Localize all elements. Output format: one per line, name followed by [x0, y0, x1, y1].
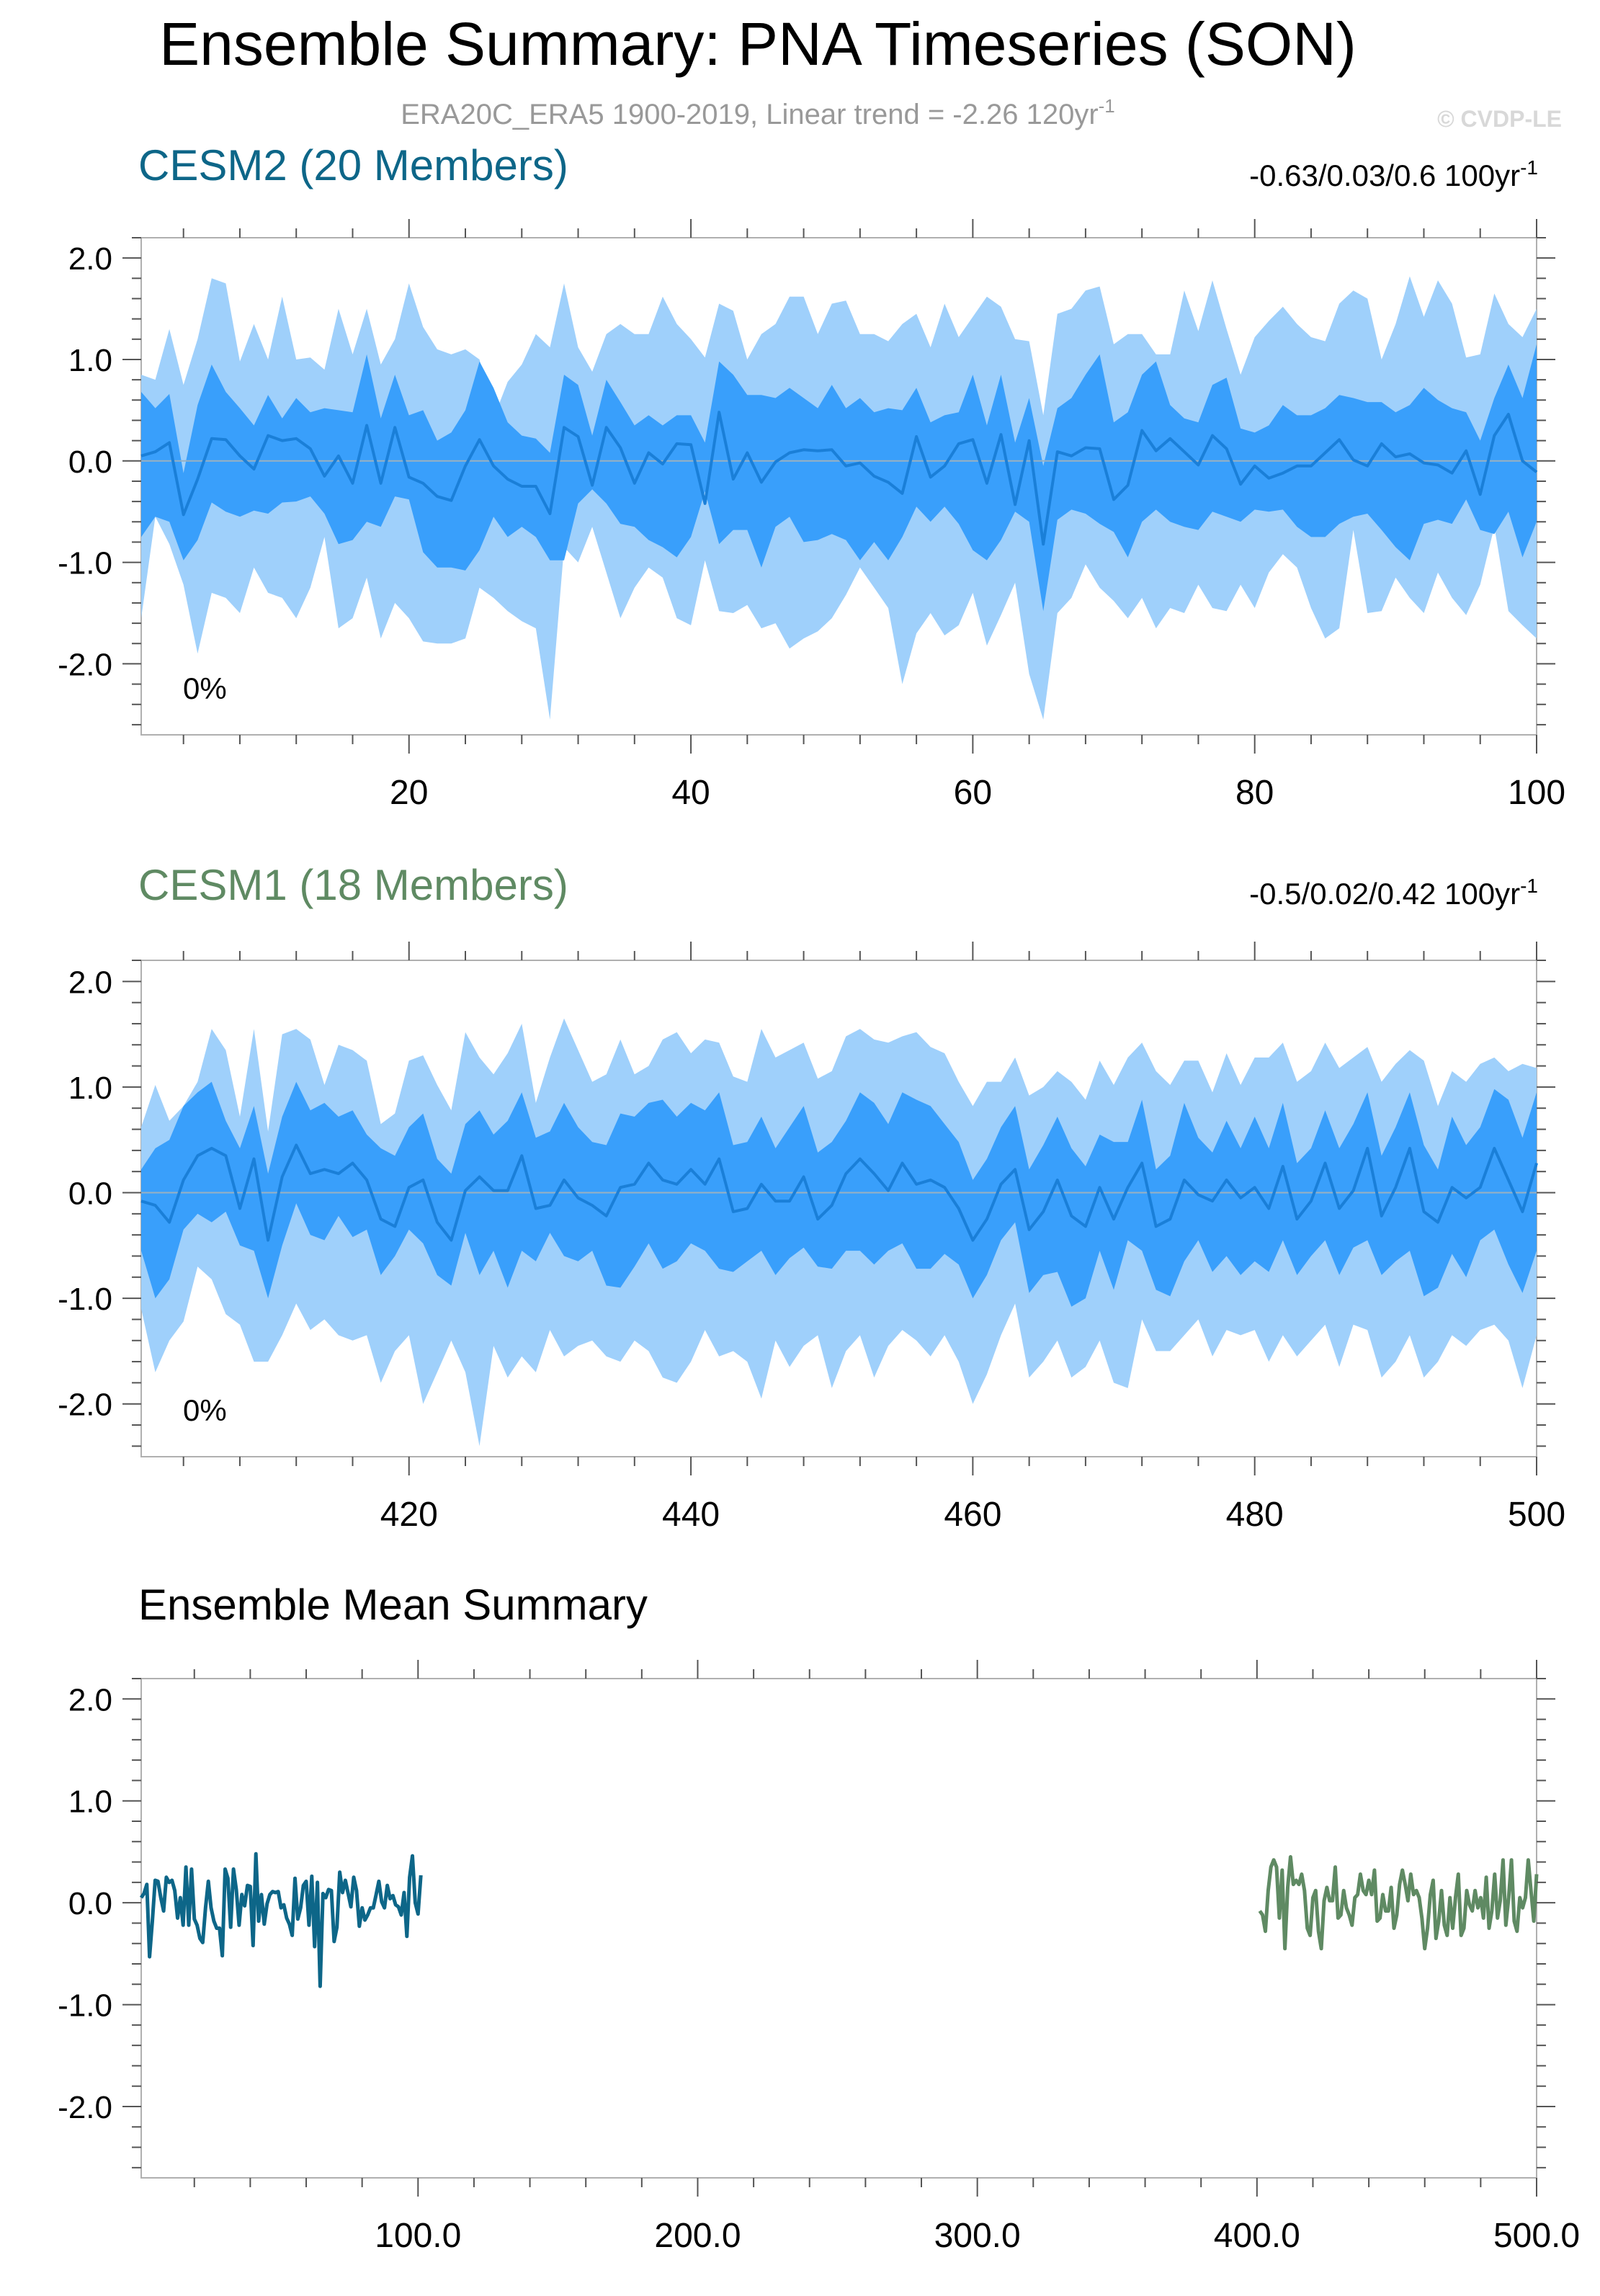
x-tick-label: 200.0	[654, 2217, 741, 2255]
panel-title-ensemble-mean: Ensemble Mean Summary	[138, 1581, 648, 1629]
range-band-inner	[141, 1081, 1537, 1307]
y-tick-label: 2.0	[68, 965, 112, 1000]
plot-area-cesm2: 0% 2.0 1.0 0.0 -1.0 -2.0 20 40 60 80 100	[58, 219, 1565, 812]
x-tick-label: 80	[1235, 774, 1274, 812]
y-tick-label: 0.0	[68, 445, 112, 480]
ensemble-mean-line	[140, 1143, 1538, 1242]
x-tick-label: 100.0	[375, 2217, 461, 2255]
series-line-cesm2	[139, 1851, 423, 1988]
x-tick-label: 480	[1226, 1496, 1284, 1534]
plot-area-ensemble-mean: 2.0 1.0 0.0 -1.0 -2.0 100.0 200.0 300.0 400.0 500…	[58, 1660, 1580, 2255]
y-tick-label: 0.0	[68, 1176, 112, 1212]
x-tick-label: 20	[390, 774, 428, 812]
x-tick-label: 420	[380, 1496, 438, 1534]
y-tick-label: 1.0	[68, 1071, 112, 1106]
x-tick-label: 60	[954, 774, 992, 812]
x-tick-label: 460	[944, 1496, 1001, 1534]
watermark: © CVDP-LE	[1437, 106, 1562, 132]
x-tick-label: 300.0	[934, 2217, 1021, 2255]
x-tick-label: 400.0	[1214, 2217, 1300, 2255]
y-tick-label: -2.0	[58, 2090, 112, 2125]
plot-area-cesm1: 0% 2.0 1.0 0.0 -1.0 -2.0 420 440 460 480 500	[58, 942, 1565, 1534]
panel-title-cesm2: CESM2 (20 Members)	[138, 141, 568, 189]
range-band-inner	[141, 344, 1537, 612]
x-tick-label: 500.0	[1493, 2217, 1580, 2255]
x-tick-label: 100	[1508, 774, 1565, 812]
y-tick-label: -2.0	[58, 647, 112, 682]
x-tick-label: 440	[662, 1496, 720, 1534]
percent-label: 0%	[183, 671, 227, 705]
panel-cesm2: CESM2 (20 Members) -0.63/0.03/0.6 100yr-…	[58, 141, 1565, 812]
panel-ensemble-mean: Ensemble Mean Summary 2.0 1.0 0.0 -1.0 -2.0 1…	[58, 1581, 1580, 2255]
ensemble-mean-line	[140, 411, 1538, 546]
y-tick-label: 0.0	[68, 1886, 112, 1921]
panel-trend-cesm1: -0.5/0.02/0.42 100yr-1	[1249, 875, 1538, 911]
y-tick-label: -1.0	[58, 1988, 112, 2024]
y-tick-label: 1.0	[68, 1784, 112, 1820]
panel-trend-cesm2: -0.63/0.03/0.6 100yr-1	[1249, 156, 1538, 192]
y-tick-label: 2.0	[68, 1682, 112, 1717]
y-tick-label: -2.0	[58, 1388, 112, 1423]
y-tick-label: -1.0	[58, 546, 112, 581]
x-tick-label: 40	[671, 774, 710, 812]
y-tick-label: -1.0	[58, 1282, 112, 1317]
plot-frame	[140, 1678, 1537, 2179]
figure-subtitle: ERA20C_ERA5 1900-2019, Linear trend = -2…	[401, 95, 1115, 130]
panel-cesm1: CESM1 (18 Members) -0.5/0.02/0.42 100yr-…	[58, 861, 1565, 1534]
series-line-cesm1	[1258, 1855, 1539, 1951]
y-tick-label: 1.0	[68, 343, 112, 378]
percent-label: 0%	[183, 1393, 227, 1427]
figure-title: Ensemble Summary: PNA Timeseries (SON)	[159, 10, 1357, 78]
panel-title-cesm1: CESM1 (18 Members)	[138, 861, 568, 909]
x-tick-label: 500	[1508, 1496, 1565, 1534]
y-tick-label: 2.0	[68, 241, 112, 277]
